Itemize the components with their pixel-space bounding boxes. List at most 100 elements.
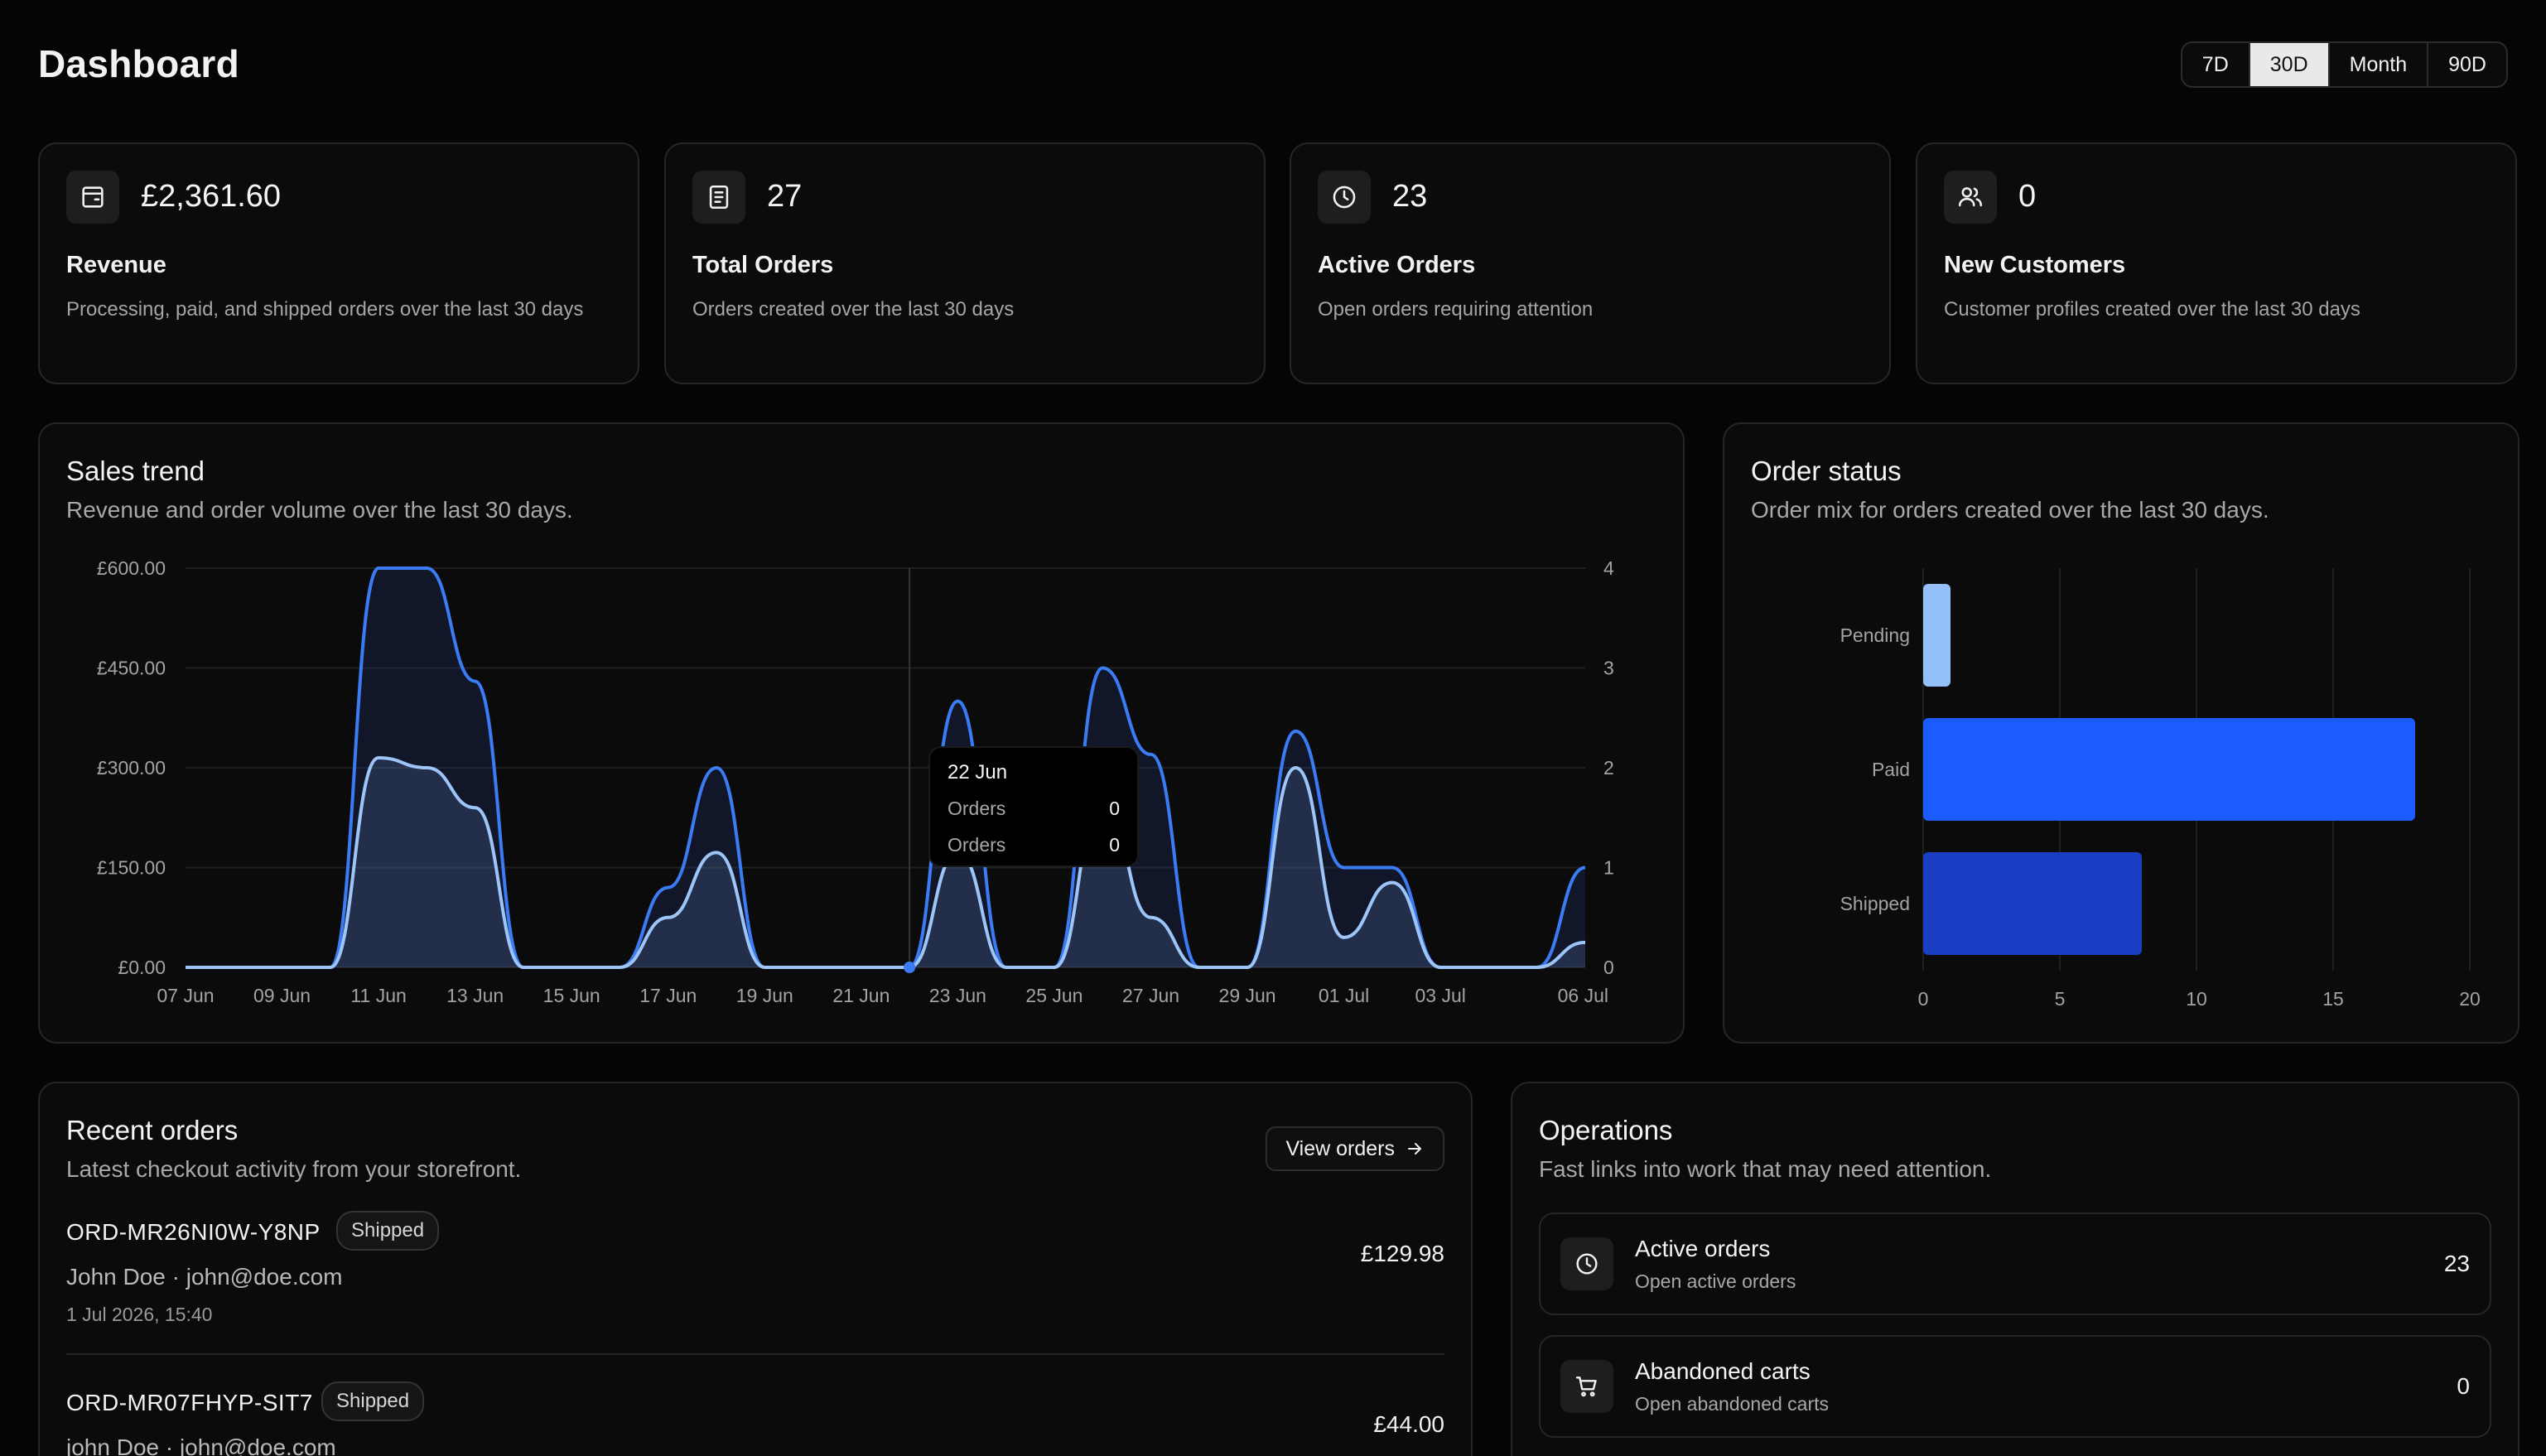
order-customer: John Doe · john@doe.com xyxy=(66,1264,343,1290)
order-customer: john Doe · john@doe.com xyxy=(66,1434,336,1456)
total-orders-label: Total Orders xyxy=(692,252,834,278)
recent-orders-card: Recent orders Latest checkout activity f… xyxy=(38,1082,1473,1456)
revenue-value: £2,361.60 xyxy=(141,179,282,214)
x-tick-label: 0 xyxy=(1918,988,1929,1010)
order-amount: £44.00 xyxy=(1373,1411,1444,1437)
status-badge: Shipped xyxy=(321,1381,425,1421)
operation-title: Abandoned carts xyxy=(1635,1358,1811,1384)
x-tick-label: 10 xyxy=(2186,988,2207,1010)
new-customers-card: 0 New Customers Customer profiles create… xyxy=(1916,142,2517,384)
x-tick-label: 15 Jun xyxy=(543,985,600,1006)
series-line xyxy=(186,755,1586,969)
sales-trend-card: Sales trend Revenue and order volume ove… xyxy=(38,422,1685,1044)
tooltip-value: 0 xyxy=(1109,834,1120,856)
order-id-link[interactable]: ORD-MR26NI0W-Y8NP xyxy=(66,1219,321,1245)
y-left-tick-label: £0.00 xyxy=(118,957,166,978)
y-left-tick-label: £150.00 xyxy=(97,857,166,879)
x-tick-label: 5 xyxy=(2055,988,2066,1010)
x-tick-label: 07 Jun xyxy=(157,985,214,1006)
x-tick-label: 19 Jun xyxy=(736,985,793,1006)
clock-icon xyxy=(1560,1237,1613,1290)
order-amount: £129.98 xyxy=(1360,1241,1444,1266)
status-badge: Shipped xyxy=(336,1211,440,1251)
recent-orders-title: Recent orders xyxy=(66,1115,239,1145)
cart-icon xyxy=(1560,1360,1613,1413)
order-status-subtitle: Order mix for orders created over the la… xyxy=(1751,497,2269,523)
view-orders-button[interactable]: View orders xyxy=(1266,1126,1444,1171)
tooltip-label: Orders xyxy=(948,834,1005,856)
x-tick-label: 21 Jun xyxy=(832,985,890,1006)
y-left-tick-label: £300.00 xyxy=(97,757,166,779)
y-right-tick-label: 4 xyxy=(1603,557,1614,579)
total-orders-card: 27 Total Orders Orders created over the … xyxy=(664,142,1266,384)
x-tick-label: 09 Jun xyxy=(253,985,311,1006)
range-7d-button[interactable]: 7D xyxy=(2182,43,2250,86)
order-time: 1 Jul 2026, 15:40 xyxy=(66,1304,213,1325)
revenue-description: Processing, paid, and shipped orders ove… xyxy=(66,298,584,321)
active-orders-card: 23 Active Orders Open orders requiring a… xyxy=(1290,142,1891,384)
x-tick-label: 01 Jul xyxy=(1319,985,1369,1006)
x-tick-label: 06 Jul xyxy=(1558,985,1608,1006)
order-divider xyxy=(66,1353,1444,1355)
operation-item-abandoned-carts[interactable]: Abandoned carts Open abandoned carts 0 xyxy=(1539,1335,2491,1438)
x-tick-label: 27 Jun xyxy=(1122,985,1179,1006)
series-area xyxy=(186,757,1585,967)
order-status-chart: 0 5 10 15 20 Pending Paid Shipped xyxy=(1840,568,2481,1010)
active-orders-description: Open orders requiring attention xyxy=(1318,298,1594,321)
category-label: Shipped xyxy=(1840,893,1910,914)
operation-item-active-orders[interactable]: Active orders Open active orders 23 xyxy=(1539,1213,2491,1315)
range-30d-button[interactable]: 30D xyxy=(2249,43,2330,86)
operation-count: 0 xyxy=(2457,1373,2470,1399)
users-icon xyxy=(1944,171,1997,224)
new-customers-label: New Customers xyxy=(1944,252,2126,278)
active-orders-value: 23 xyxy=(1392,179,1428,214)
order-id-link[interactable]: ORD-MR07FHYP-SIT7 xyxy=(66,1390,313,1415)
operations-title: Operations xyxy=(1539,1115,1673,1145)
status-bar xyxy=(1923,718,2415,821)
sales-trend-title: Sales trend xyxy=(66,456,205,486)
y-right-tick-label: 1 xyxy=(1603,857,1614,879)
active-orders-label: Active Orders xyxy=(1318,252,1476,278)
sales-trend-subtitle: Revenue and order volume over the last 3… xyxy=(66,497,573,523)
sales-trend-chart[interactable]: £0.00 £150.00 £300.00 £450.00 £600.00 0 1 2 3 4 07… xyxy=(40,424,1683,1042)
tooltip-date: 22 Jun xyxy=(948,761,1007,783)
revenue-card: £2,361.60 Revenue Processing, paid, and … xyxy=(38,142,639,384)
wallet-icon xyxy=(66,171,119,224)
new-customers-value: 0 xyxy=(2018,179,2037,214)
operations-card: Operations Fast links into work that may… xyxy=(1511,1082,2519,1456)
tooltip-label: Orders xyxy=(948,798,1005,819)
clock-icon xyxy=(1318,171,1371,224)
date-range-toggle: 7D 30D Month 90D xyxy=(2180,41,2508,88)
x-tick-label: 17 Jun xyxy=(639,985,697,1006)
operations-subtitle: Fast links into work that may need atten… xyxy=(1539,1156,1992,1182)
hover-point xyxy=(904,962,916,973)
x-tick-label: 15 xyxy=(2322,988,2344,1010)
category-label: Pending xyxy=(1840,624,1910,646)
x-tick-label: 20 xyxy=(2459,988,2481,1010)
view-orders-label: View orders xyxy=(1285,1136,1395,1160)
operation-subtitle: Open abandoned carts xyxy=(1635,1393,1830,1415)
total-orders-value: 27 xyxy=(767,179,803,214)
x-tick-label: 11 Jun xyxy=(350,985,406,1006)
y-right-tick-label: 0 xyxy=(1603,957,1614,978)
recent-orders-subtitle: Latest checkout activity from your store… xyxy=(66,1156,522,1182)
order-status-title: Order status xyxy=(1751,456,1902,486)
page-title: Dashboard xyxy=(38,42,239,85)
y-right-tick-label: 3 xyxy=(1603,658,1614,679)
range-90d-button[interactable]: 90D xyxy=(2448,52,2486,76)
arrow-right-icon xyxy=(1408,1143,1421,1155)
order-status-card: Order status Order mix for orders create… xyxy=(1723,422,2519,1044)
y-left-tick-label: £450.00 xyxy=(97,658,166,679)
new-customers-description: Customer profiles created over the last … xyxy=(1944,298,2360,321)
operation-subtitle: Open active orders xyxy=(1635,1270,1796,1292)
series-area xyxy=(186,568,1585,967)
x-tick-label: 23 Jun xyxy=(929,985,986,1006)
series-line xyxy=(186,566,1586,969)
operation-count: 23 xyxy=(2443,1251,2470,1276)
revenue-label: Revenue xyxy=(66,252,166,278)
status-bar xyxy=(1923,852,2142,955)
range-month-button[interactable]: Month xyxy=(2330,43,2429,86)
x-tick-label: 03 Jul xyxy=(1415,985,1465,1006)
x-tick-label: 29 Jun xyxy=(1219,985,1276,1006)
category-label: Paid xyxy=(1872,759,1910,780)
